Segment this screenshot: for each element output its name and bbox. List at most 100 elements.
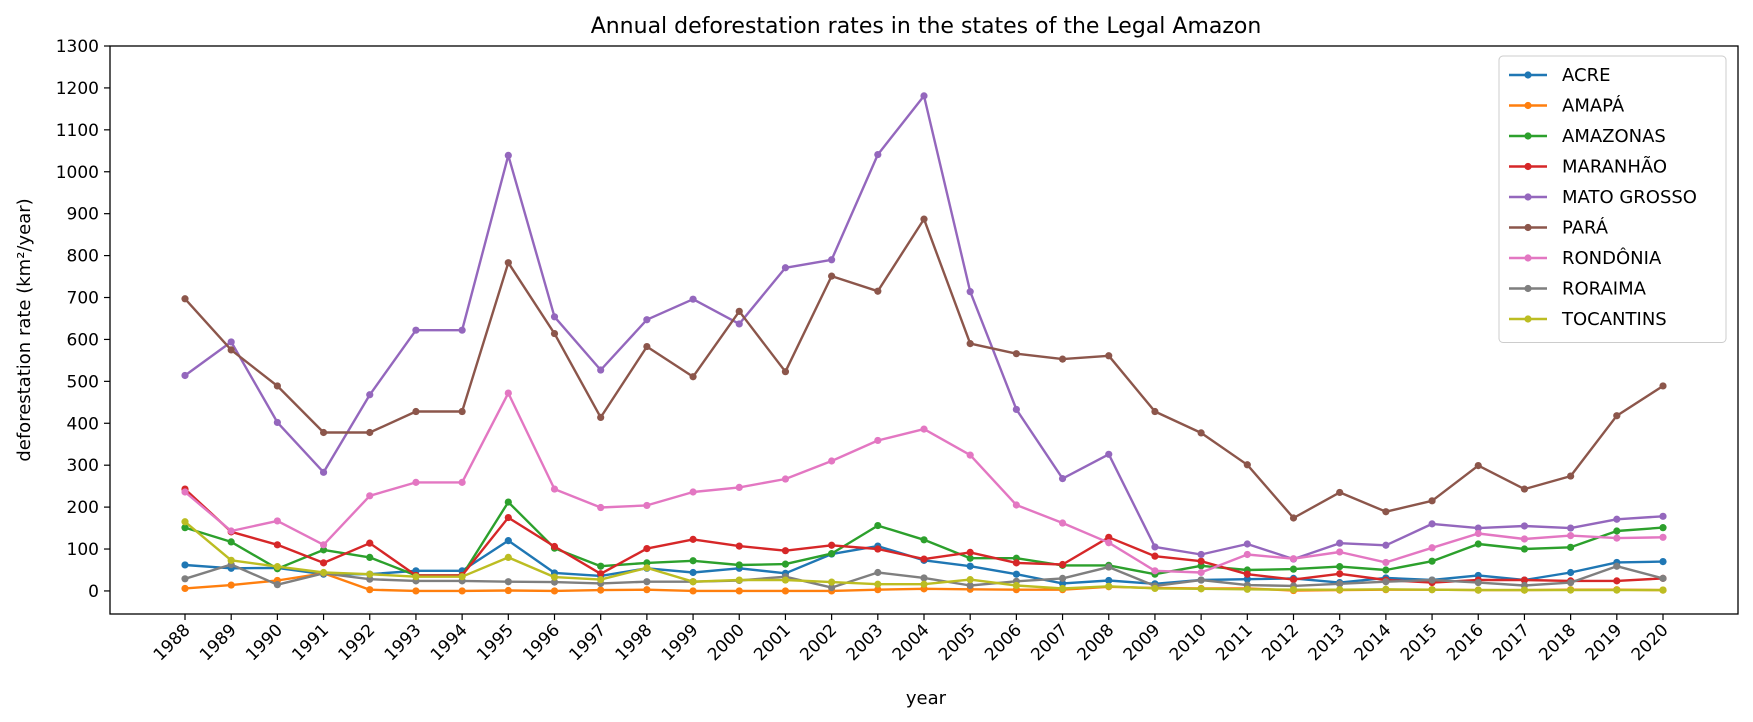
data-point xyxy=(874,586,882,594)
data-point xyxy=(1659,574,1667,582)
y-tick-label: 1200 xyxy=(56,79,99,99)
data-point xyxy=(1336,563,1344,571)
data-point xyxy=(319,428,328,437)
data-point xyxy=(366,492,374,500)
data-point xyxy=(227,346,235,354)
y-tick-label: 1300 xyxy=(56,37,99,57)
y-axis-label: deforestation rate (km²/year) xyxy=(14,198,35,461)
data-point xyxy=(1105,539,1113,547)
data-point xyxy=(735,576,743,584)
data-point xyxy=(458,326,466,334)
x-axis-label: year xyxy=(906,688,947,709)
data-point xyxy=(966,554,974,562)
data-point xyxy=(1012,405,1020,414)
data-point xyxy=(966,576,974,584)
data-point xyxy=(1428,576,1436,584)
data-point xyxy=(504,537,512,545)
data-point xyxy=(458,407,466,416)
data-point xyxy=(1613,534,1621,542)
data-point xyxy=(550,313,559,321)
data-point xyxy=(319,546,328,554)
legend-label: TOCANTINS xyxy=(1561,309,1667,330)
data-point xyxy=(1243,461,1251,469)
data-point xyxy=(1428,557,1436,565)
data-point xyxy=(504,586,512,595)
legend-marker xyxy=(1524,162,1532,171)
data-point xyxy=(1613,515,1621,523)
data-point xyxy=(273,418,281,427)
data-point xyxy=(1012,350,1020,358)
data-point xyxy=(920,92,928,100)
data-point xyxy=(1567,568,1575,577)
y-tick-label: 1000 xyxy=(56,163,99,183)
data-point xyxy=(319,568,328,577)
data-point xyxy=(273,581,281,589)
data-point xyxy=(1659,382,1667,390)
data-point xyxy=(1474,524,1482,532)
legend-marker xyxy=(1524,132,1532,140)
data-point xyxy=(874,287,882,295)
data-point xyxy=(1382,558,1390,567)
y-tick-label: 300 xyxy=(67,456,99,476)
data-point xyxy=(1382,566,1390,574)
data-point xyxy=(1105,563,1113,571)
data-point xyxy=(1613,527,1621,535)
data-point xyxy=(781,587,790,595)
data-point xyxy=(181,295,189,303)
data-point xyxy=(597,366,605,374)
data-point xyxy=(550,542,559,551)
data-point xyxy=(1243,585,1251,593)
data-point xyxy=(1058,475,1067,483)
data-point xyxy=(1567,578,1575,587)
data-point xyxy=(1243,570,1251,578)
data-point xyxy=(1012,570,1020,578)
data-point xyxy=(828,272,836,280)
data-point xyxy=(781,560,790,568)
data-point xyxy=(689,568,697,577)
series-layer xyxy=(181,92,1667,595)
data-point xyxy=(1289,514,1298,522)
data-point xyxy=(643,586,651,594)
data-point xyxy=(1197,576,1205,584)
chart-title: Annual deforestation rates in the states… xyxy=(591,14,1262,39)
data-point xyxy=(1243,550,1251,559)
data-point xyxy=(1105,352,1113,360)
data-point xyxy=(1336,580,1344,588)
data-point xyxy=(689,578,697,586)
data-point xyxy=(1613,586,1621,594)
data-point xyxy=(1012,559,1020,567)
data-point xyxy=(1382,508,1390,516)
data-point xyxy=(1567,586,1575,594)
data-point xyxy=(781,264,790,272)
y-tick-label: 700 xyxy=(67,289,99,309)
data-point xyxy=(458,573,466,581)
legend-label: RONDÔNIA xyxy=(1562,247,1662,269)
data-point xyxy=(828,541,836,549)
data-point xyxy=(1613,562,1621,570)
data-point xyxy=(1613,412,1621,420)
data-point xyxy=(828,550,836,558)
data-point xyxy=(1151,407,1159,416)
legend-label: PARÁ xyxy=(1562,217,1609,239)
data-point xyxy=(1567,532,1575,540)
plot-frame xyxy=(109,45,1739,615)
data-point xyxy=(1151,567,1159,575)
data-point xyxy=(689,295,697,303)
data-point xyxy=(920,536,928,544)
series-tocantins xyxy=(181,518,1667,594)
legend-marker xyxy=(1524,193,1532,201)
data-point xyxy=(1012,581,1020,590)
data-point xyxy=(1197,585,1205,593)
data-point xyxy=(412,573,420,581)
data-point xyxy=(874,521,882,530)
data-point xyxy=(550,587,559,595)
data-point xyxy=(966,548,974,556)
legend-label: ACRE xyxy=(1562,65,1610,86)
data-point xyxy=(458,478,466,486)
data-point xyxy=(227,581,235,589)
legend-marker xyxy=(1524,71,1532,79)
data-point xyxy=(597,586,605,594)
data-point xyxy=(1520,586,1529,594)
data-point xyxy=(689,535,697,543)
